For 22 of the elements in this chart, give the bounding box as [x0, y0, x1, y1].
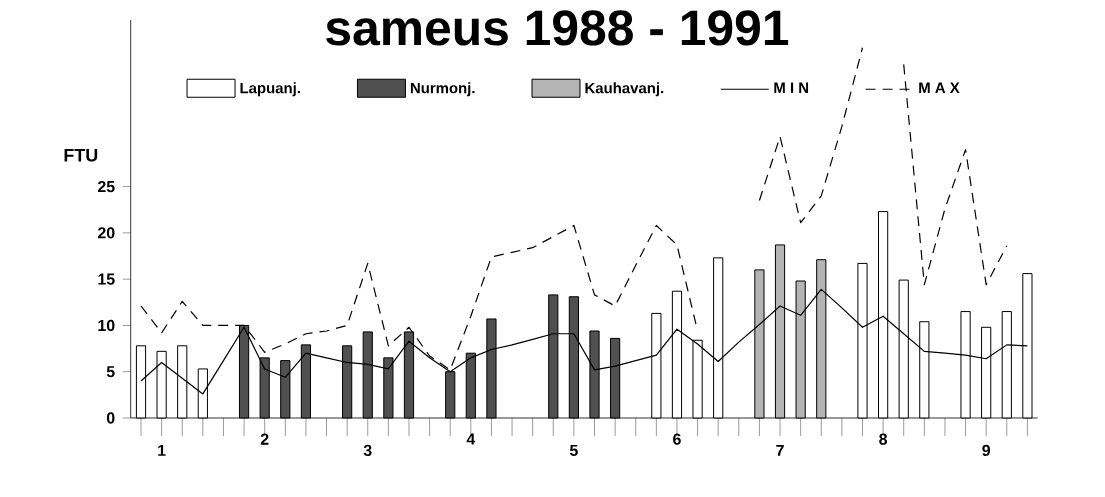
legend-label: M A X	[919, 82, 960, 93]
x-tick-label: 6	[673, 433, 681, 445]
legend-label: M I N	[774, 82, 809, 93]
y-axis-title: FTU	[64, 149, 98, 162]
legend-label: Kauhavanj.	[585, 82, 664, 97]
x-tick-label: 7	[776, 444, 784, 456]
x-tick-label: 8	[879, 433, 888, 445]
x-tick-label: 9	[982, 444, 991, 457]
y-tick-label: 10	[98, 319, 115, 332]
y-tick-label: 0	[106, 412, 115, 424]
x-tick-label: 1	[158, 444, 166, 456]
y-tick-label: 5	[106, 366, 115, 378]
x-tick-label: 4	[466, 433, 476, 445]
y-tick-label: 15	[98, 273, 115, 285]
x-tick-label: 2	[260, 433, 269, 445]
x-tick-label: 3	[363, 444, 372, 457]
chart-title: sameus 1988 - 1991	[326, 10, 789, 46]
y-tick-label: 25	[97, 180, 115, 193]
y-tick-label: 20	[97, 227, 115, 239]
x-tick-label: 5	[569, 444, 578, 457]
legend-label: Lapuanj.	[240, 82, 300, 97]
legend-label: Nurmonj.	[410, 82, 475, 97]
